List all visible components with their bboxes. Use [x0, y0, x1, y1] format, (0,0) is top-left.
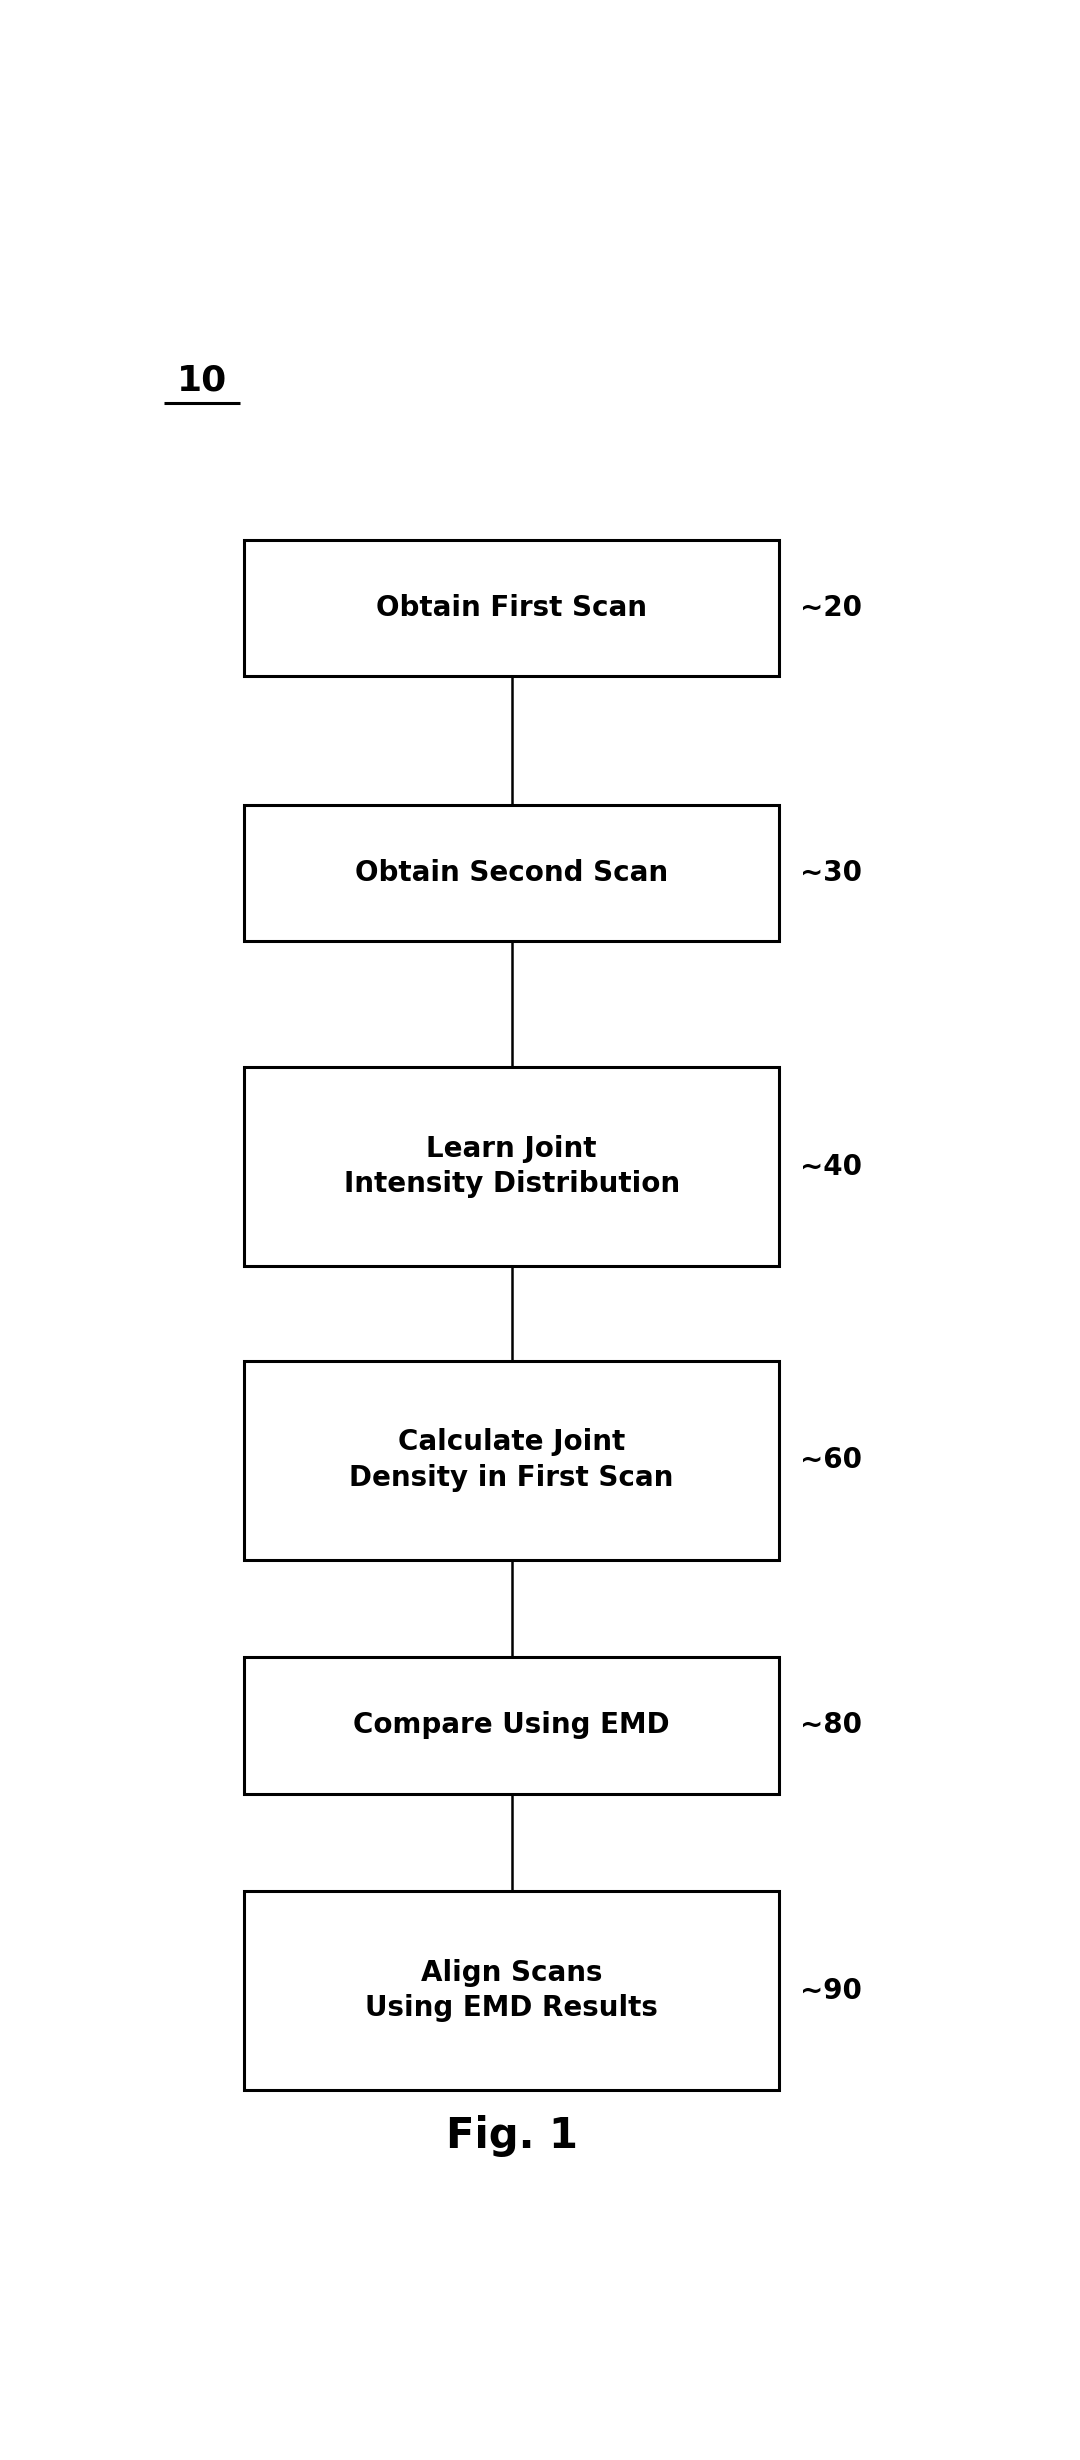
Bar	[244, 804, 780, 942]
Bar	[244, 539, 780, 676]
Text: Align Scans
Using EMD Results: Align Scans Using EMD Results	[365, 1958, 658, 2022]
Bar	[244, 1360, 780, 1560]
Text: ∼60: ∼60	[800, 1446, 863, 1474]
Bar	[244, 1068, 780, 1267]
Text: Obtain First Scan: Obtain First Scan	[376, 593, 647, 622]
Text: ∼80: ∼80	[800, 1712, 863, 1739]
Bar	[244, 1892, 780, 2091]
Text: ∼30: ∼30	[800, 859, 863, 888]
Text: Learn Joint
Intensity Distribution: Learn Joint Intensity Distribution	[343, 1134, 679, 1198]
Text: 10: 10	[177, 364, 227, 399]
Text: Compare Using EMD: Compare Using EMD	[353, 1712, 670, 1739]
Text: ∼90: ∼90	[800, 1975, 862, 2005]
Text: Calculate Joint
Density in First Scan: Calculate Joint Density in First Scan	[350, 1429, 674, 1491]
Bar	[244, 1658, 780, 1793]
Text: ∼40: ∼40	[800, 1154, 863, 1181]
Text: Fig. 1: Fig. 1	[446, 2116, 578, 2157]
Text: ∼20: ∼20	[800, 593, 863, 622]
Text: Obtain Second Scan: Obtain Second Scan	[355, 859, 669, 888]
